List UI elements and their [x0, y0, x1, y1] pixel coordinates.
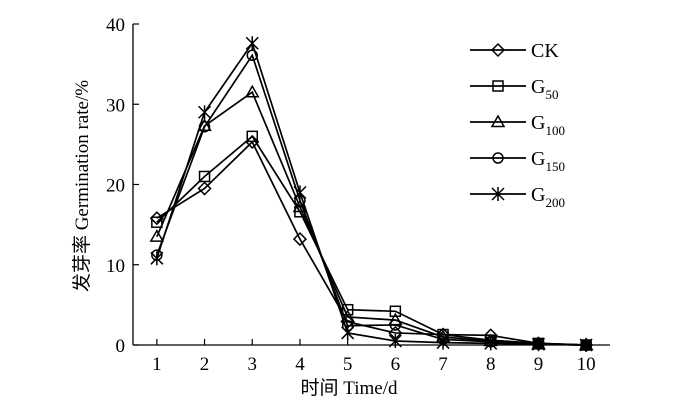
legend-label: G50: [531, 76, 558, 102]
data-point-star: [150, 251, 164, 266]
legend-marker-triangle: [490, 114, 506, 128]
data-point-diamond: [197, 181, 212, 196]
data-point-square: [151, 216, 163, 228]
data-point-diamond: [245, 134, 260, 150]
x-axis-label: 时间 Time/d: [301, 377, 398, 399]
data-point-star: [436, 335, 450, 350]
data-point-star: [388, 333, 402, 348]
data-point-triangle: [244, 84, 260, 98]
legend-label: CK: [531, 40, 559, 62]
data-point-triangle: [149, 229, 165, 242]
data-point-circle: [198, 120, 211, 133]
x-tick-label: 4: [295, 354, 305, 375]
y-axis-label: 发芽率 Germination rate/%: [71, 80, 93, 292]
data-point-star: [484, 336, 498, 351]
series-markers: [149, 36, 594, 353]
legend-label: G150: [531, 148, 565, 174]
legend: CK G50 G100 G150 G200: [470, 40, 565, 210]
legend-marker-diamond: [490, 42, 506, 58]
data-point-triangle: [388, 312, 403, 326]
y-tick-label: 10: [106, 256, 125, 277]
data-point-triangle: [197, 118, 212, 132]
x-tick-label: 1: [152, 354, 162, 375]
x-tick-label: 8: [486, 354, 496, 375]
legend-marker-square: [492, 80, 504, 92]
data-point-square: [246, 130, 258, 143]
series-line: [156, 140, 587, 346]
data-point-circle: [389, 319, 402, 331]
data-point-diamond: [149, 211, 164, 226]
data-point-diamond: [292, 232, 308, 247]
data-point-star: [198, 105, 212, 120]
x-tick-label: 3: [248, 354, 258, 375]
series-line: [156, 135, 587, 346]
legend-label: G100: [531, 112, 565, 138]
data-point-square: [389, 305, 402, 318]
series-lines: [156, 41, 587, 346]
data-point-square: [198, 170, 211, 183]
y-tick-label: 20: [106, 176, 125, 197]
legend-label: G200: [531, 184, 565, 210]
legend-marker-star: [491, 187, 505, 201]
x-tick-label: 7: [438, 354, 448, 375]
x-tick-label: 2: [200, 354, 210, 375]
y-tick-label: 40: [106, 15, 125, 36]
x-tick-label: 10: [577, 354, 596, 375]
data-point-star: [531, 337, 545, 352]
data-point-triangle: [292, 199, 308, 213]
y-tick-label: 0: [116, 336, 126, 357]
data-point-square: [341, 303, 354, 316]
y-tick-label: 30: [106, 95, 125, 116]
data-point-star: [293, 185, 307, 200]
series-line: [156, 41, 587, 346]
legend-marker-circle: [492, 152, 504, 164]
series-line: [156, 90, 587, 346]
data-point-circle: [246, 49, 258, 62]
data-point-star: [341, 325, 355, 340]
x-tick-label: 9: [534, 354, 544, 375]
data-point-star: [245, 36, 259, 51]
series-line: [156, 53, 587, 346]
x-tick-label: 5: [343, 354, 353, 375]
x-tick-label: 6: [391, 354, 401, 375]
data-point-star: [579, 338, 593, 352]
